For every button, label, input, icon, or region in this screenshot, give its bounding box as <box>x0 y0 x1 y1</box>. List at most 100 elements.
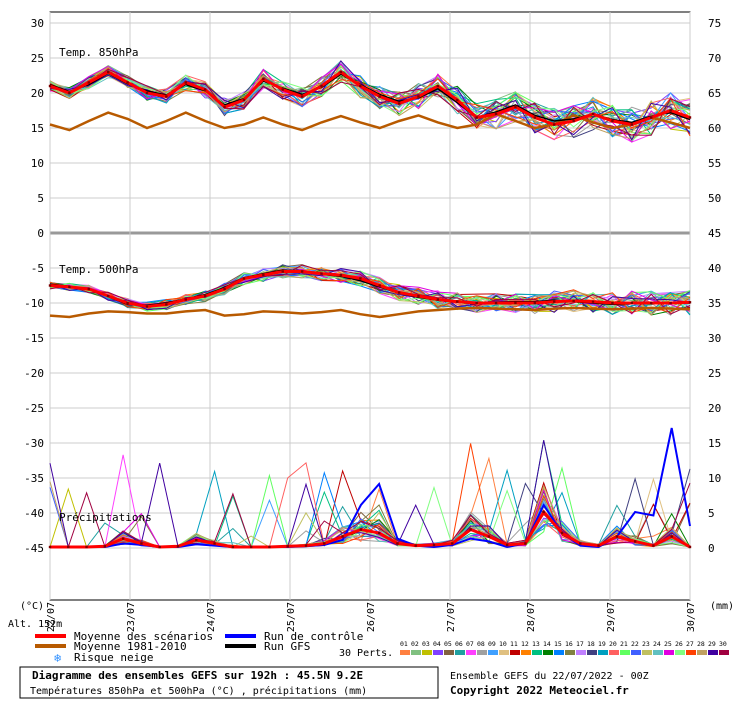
mean-precip-point <box>487 535 491 538</box>
date-tick-label: 23/07 <box>126 602 137 632</box>
pert-number: 15 <box>554 640 562 648</box>
pert-swatch <box>719 650 729 655</box>
mean-t500-point <box>553 300 556 303</box>
mean-precip-point <box>286 545 289 548</box>
right-tick-label: 75 <box>708 17 721 30</box>
left-tick-label: 20 <box>31 87 44 100</box>
mean-t850-point <box>456 98 459 102</box>
pert-swatch <box>510 650 520 655</box>
altitude-label: Alt. 152m <box>8 619 62 630</box>
mean-precip-point <box>195 538 198 542</box>
mean-precip-point <box>524 542 527 545</box>
mean-t500-point <box>417 294 420 298</box>
mean-precip-point <box>469 528 472 531</box>
left-tick-label: -45 <box>24 542 44 555</box>
pert-number: 05 <box>444 640 452 648</box>
climatology-t500-line <box>49 306 691 319</box>
mean-t850-point <box>68 91 71 95</box>
pert-swatch <box>675 650 685 655</box>
legend-snow: Risque neige <box>74 651 153 664</box>
pert-number: 20 <box>609 640 617 648</box>
mean-t850-point <box>669 109 672 112</box>
snowflake-icon: ❄ <box>54 651 61 665</box>
mean-t500-point <box>397 291 401 294</box>
date-tick-label: 30/07 <box>686 602 697 632</box>
pert-number: 21 <box>620 640 628 648</box>
pert-swatch <box>411 650 421 655</box>
pert-swatch <box>422 650 432 655</box>
mean-precip-point <box>652 544 655 547</box>
mean-t500-point <box>242 277 246 280</box>
pert-swatch <box>477 650 487 655</box>
left-tick-label: -20 <box>24 367 44 380</box>
pert-swatch <box>499 650 509 655</box>
mean-t500-point <box>436 298 440 301</box>
legend: Moyenne des scénarios Moyenne 1981-2010 … <box>35 630 729 665</box>
member-t500-line <box>49 270 691 314</box>
mean-t500-point <box>359 277 362 280</box>
pert-swatch <box>565 650 575 655</box>
mean-t500-point <box>630 301 634 305</box>
pert-number: 04 <box>433 640 441 648</box>
mean-t500-point <box>650 301 653 305</box>
mean-precip-point <box>140 542 143 545</box>
legend-control: Run de contrôle <box>264 630 363 643</box>
right-tick-label: 70 <box>708 52 721 65</box>
pert-number: 22 <box>631 640 639 648</box>
mean-t500-point <box>475 301 478 305</box>
mean-precip-point <box>304 544 308 547</box>
pert-number: 26 <box>675 640 683 648</box>
date-tick-label: 26/07 <box>366 602 377 632</box>
date-tick-label: 24/07 <box>206 602 217 632</box>
mean-t850-point <box>397 102 401 105</box>
pert-swatch <box>708 650 718 655</box>
mean-t500-point <box>378 284 381 287</box>
right-tick-label: 5 <box>708 507 715 520</box>
footer-subtitle: Températures 850hPa et 500hPa (°C) , pré… <box>30 685 367 697</box>
pert-swatch <box>642 650 652 655</box>
mean-t850-point <box>320 84 323 88</box>
mean-precip-point <box>377 531 381 535</box>
mean-t850-line <box>49 70 691 127</box>
left-axis-unit: (°C) <box>20 601 44 612</box>
right-tick-label: 35 <box>708 297 721 310</box>
mean-t850-point <box>359 84 362 88</box>
left-axis-ticks: 30 25 20 15 10 5 0 -5 -10 -15 -20 -25 -30 -35 -40 -45 <box>24 17 44 555</box>
mean-t850-point <box>203 88 207 91</box>
mean-t500-point <box>533 301 537 305</box>
mean-t850-point <box>572 119 575 123</box>
mean-t850-point <box>514 105 517 109</box>
mean-t850-point <box>262 77 265 81</box>
copyright: Copyright 2022 Meteociel.fr <box>450 684 629 697</box>
mean-t850-point <box>106 70 110 74</box>
date-tick-label: 22/07 <box>46 602 57 632</box>
pert-swatch <box>609 650 619 655</box>
mean-precip-point <box>48 545 52 549</box>
mean-t500-point <box>106 294 110 298</box>
mean-precip-point <box>688 545 692 549</box>
pert-swatch <box>400 650 410 655</box>
pert-swatch <box>598 650 608 655</box>
left-tick-label: 0 <box>37 227 44 240</box>
mean-precip-point <box>670 535 673 538</box>
right-tick-label: 65 <box>708 87 721 100</box>
left-tick-label: 15 <box>31 122 44 135</box>
pert-number: 07 <box>466 640 474 648</box>
pert-swatch <box>631 650 641 655</box>
pert-number: 25 <box>664 640 672 648</box>
pert-number: 02 <box>411 640 419 648</box>
mean-t500-point <box>203 294 207 298</box>
mean-t850-point <box>126 81 129 84</box>
pert-swatch <box>444 650 454 655</box>
mean-precip-point <box>597 544 600 547</box>
pert-swatch <box>455 650 465 655</box>
mean-t850-point <box>553 123 556 126</box>
pert-number: 11 <box>510 640 518 648</box>
mean-precip-point <box>176 545 180 548</box>
right-tick-label: 25 <box>708 367 721 380</box>
mean-precip-point <box>341 535 344 538</box>
mean-t850-point <box>494 112 498 116</box>
left-tick-label: 5 <box>37 192 44 205</box>
mean-precip-point <box>414 544 417 547</box>
